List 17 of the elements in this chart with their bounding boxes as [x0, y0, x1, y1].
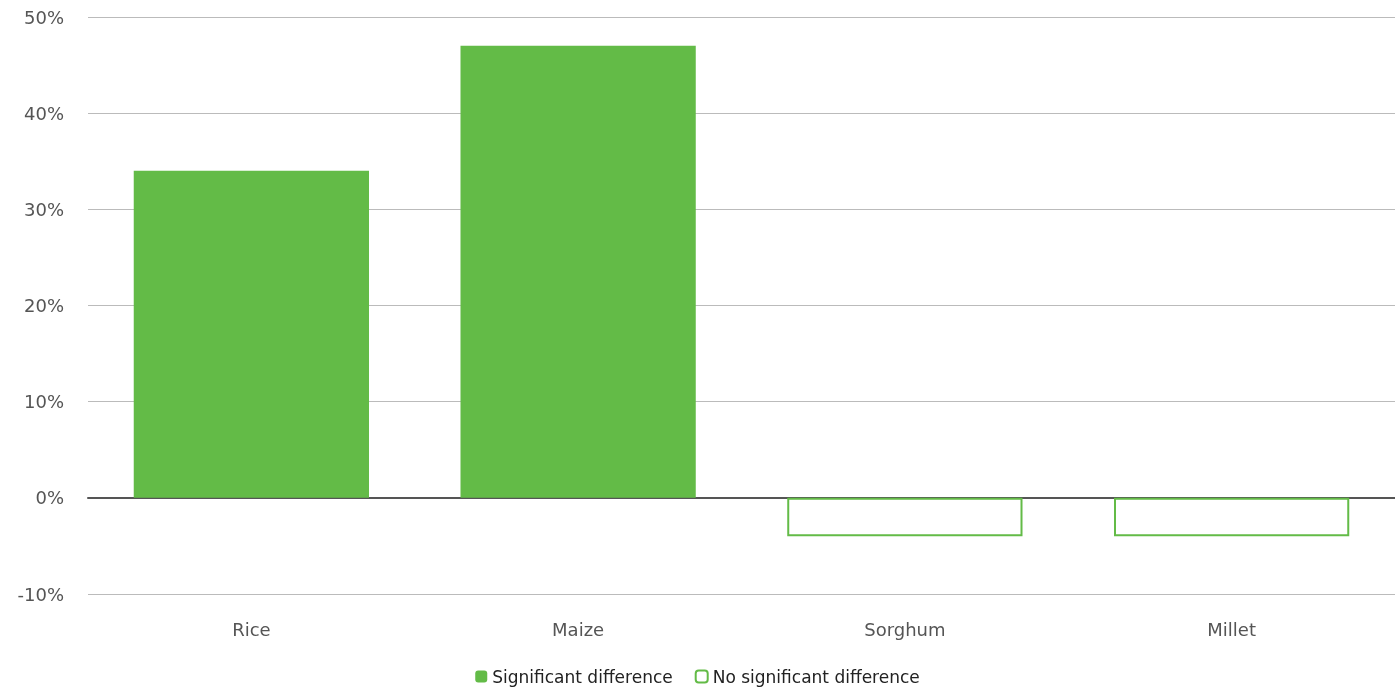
y-tick-label: -10%	[17, 583, 64, 605]
bar	[460, 45, 696, 498]
y-tick-label: 0%	[35, 487, 64, 509]
bar	[1113, 497, 1350, 537]
bar	[787, 497, 1023, 537]
y-tick-label: 40%	[23, 102, 64, 124]
y-tick-label: 50%	[23, 6, 64, 28]
x-tick-label: Millet	[1207, 618, 1256, 640]
y-tick-label: 10%	[23, 391, 64, 413]
x-tick-label: Maize	[552, 618, 605, 640]
bar	[133, 170, 370, 498]
y-tick-label: 30%	[23, 198, 64, 220]
legend-label: Significant difference	[492, 666, 673, 687]
legend-label: No significant difference	[712, 666, 920, 687]
x-tick-label: Sorghum	[864, 618, 946, 640]
y-tick-label: 20%	[23, 295, 64, 316]
x-tick-label: Rice	[232, 618, 271, 640]
